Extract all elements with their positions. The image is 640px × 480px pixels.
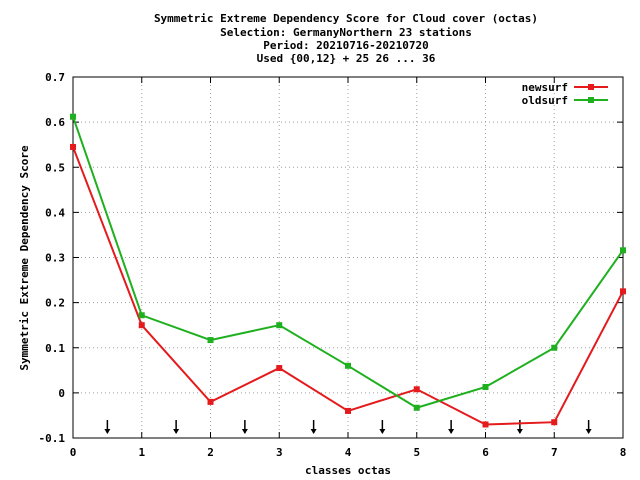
y-axis: -0.1 0 0.1 0.2 0.3 0.4 0.5 0.6 0.7 <box>39 71 623 445</box>
data-point-oldsurf-5 <box>413 404 420 411</box>
arrow-head <box>448 429 455 434</box>
x-tick-label-3: 3 <box>276 446 283 459</box>
x-axis-label: classes octas <box>305 464 391 477</box>
x-tick-label-1: 1 <box>138 446 145 459</box>
x-tick-label-0: 0 <box>70 446 77 459</box>
chart-title-line-2: Selection: GermanyNorthern 23 stations <box>220 26 472 39</box>
y-tick-label-2: 0.1 <box>45 342 65 355</box>
y-tick-label-5: 0.4 <box>45 206 65 219</box>
data-point-oldsurf-6 <box>482 384 489 391</box>
data-point-newsurf-5 <box>413 386 420 393</box>
x-tick-label-4: 4 <box>345 446 352 459</box>
chart-title-line-3: Period: 20210716-20210720 <box>263 39 429 52</box>
data-point-newsurf-8 <box>620 288 626 295</box>
y-tick-label-4: 0.3 <box>45 252 65 265</box>
chart-title-line-4: Used {00,12} + 25 26 ... 36 <box>257 52 436 65</box>
class-boundary-arrow <box>310 420 317 434</box>
legend-label-oldsurf: oldsurf <box>522 94 568 107</box>
data-point-newsurf-0 <box>70 143 76 150</box>
arrow-head <box>241 429 248 434</box>
class-boundary-arrow <box>379 420 386 434</box>
data-point-newsurf-7 <box>551 419 558 426</box>
x-tick-label-8: 8 <box>620 446 627 459</box>
arrow-head <box>310 429 317 434</box>
y-tick-label-7: 0.6 <box>45 116 65 129</box>
legend-label-newsurf: newsurf <box>522 81 568 94</box>
x-axis: 0 1 2 3 4 5 6 7 8 <box>70 77 627 459</box>
chart-title: Symmetric Extreme Dependency Score for C… <box>154 12 538 65</box>
y-tick-label-3: 0.2 <box>45 297 65 310</box>
chart-title-line-1: Symmetric Extreme Dependency Score for C… <box>154 12 538 25</box>
data-point-newsurf-3 <box>276 365 283 372</box>
data-point-oldsurf-4 <box>345 362 351 369</box>
arrow-head <box>516 429 523 434</box>
class-boundary-arrow <box>241 420 248 434</box>
legend-item-newsurf: newsurf <box>522 81 608 94</box>
arrow-head <box>379 429 386 434</box>
data-point-oldsurf-0 <box>70 113 76 120</box>
class-boundary-arrow <box>173 420 180 434</box>
class-boundary-arrow <box>448 420 455 434</box>
class-boundary-arrow <box>104 420 111 434</box>
data-point-newsurf-1 <box>138 322 145 329</box>
data-point-newsurf-2 <box>207 398 214 405</box>
data-point-oldsurf-8 <box>620 247 626 254</box>
y-tick-label-0: -0.1 <box>39 432 66 445</box>
data-point-oldsurf-7 <box>551 344 558 351</box>
y-tick-label-8: 0.7 <box>45 71 65 84</box>
class-boundary-arrow <box>585 420 592 434</box>
class-boundary-arrows <box>104 420 592 434</box>
grid <box>73 77 623 438</box>
arrow-head <box>585 429 592 434</box>
x-tick-label-2: 2 <box>207 446 214 459</box>
arrow-head <box>104 429 111 434</box>
x-tick-label-5: 5 <box>413 446 420 459</box>
class-boundary-arrow <box>516 420 523 434</box>
series-group <box>70 113 626 428</box>
data-point-newsurf-4 <box>345 407 351 414</box>
legend-marker-newsurf <box>588 84 594 90</box>
data-point-oldsurf-1 <box>138 312 145 319</box>
data-point-oldsurf-2 <box>207 337 214 344</box>
series-newsurf <box>70 143 626 428</box>
data-point-newsurf-6 <box>482 421 489 428</box>
legend-marker-oldsurf <box>588 97 594 103</box>
y-tick-label-6: 0.5 <box>45 161 65 174</box>
x-tick-label-7: 7 <box>551 446 558 459</box>
y-axis-label: Symmetric Extreme Dependency Score <box>18 145 31 371</box>
y-tick-label-1: 0 <box>58 387 65 400</box>
data-point-oldsurf-3 <box>276 322 283 329</box>
arrow-head <box>173 429 180 434</box>
series-oldsurf <box>70 113 626 411</box>
legend-item-oldsurf: oldsurf <box>522 94 608 107</box>
x-tick-label-6: 6 <box>482 446 489 459</box>
